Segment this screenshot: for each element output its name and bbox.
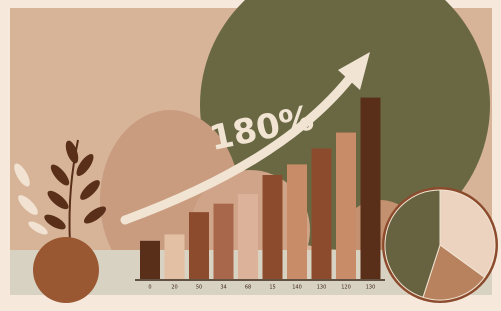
bar <box>312 148 332 279</box>
x-tick-label: 15 <box>269 285 275 291</box>
bar <box>287 164 307 279</box>
x-tick-label: 120 <box>341 285 351 291</box>
bar <box>336 133 356 279</box>
x-tick-label: 130 <box>317 285 327 291</box>
x-tick-label: 140 <box>292 285 302 291</box>
bar <box>361 98 381 279</box>
x-tick-label: 50 <box>196 285 202 291</box>
x-tick-label: 20 <box>171 285 177 291</box>
bar <box>238 194 258 279</box>
x-tick-label: 34 <box>220 285 226 291</box>
illustration: 02050346815140130120130180% <box>0 0 501 311</box>
bar <box>214 204 234 279</box>
bar <box>165 234 185 279</box>
x-tick-label: 68 <box>245 285 251 291</box>
x-tick-label: 130 <box>366 285 376 291</box>
x-tick-label: 0 <box>148 285 151 291</box>
bar <box>140 241 160 279</box>
bar <box>189 212 209 279</box>
bar <box>263 175 283 279</box>
